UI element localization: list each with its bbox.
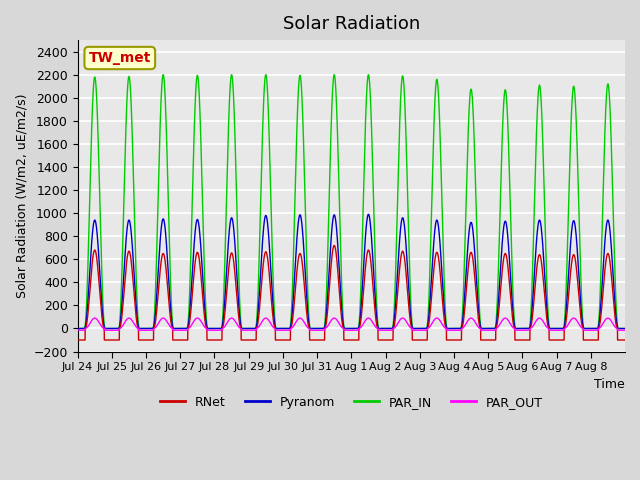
X-axis label: Time: Time: [595, 377, 625, 391]
Legend: RNet, Pyranom, PAR_IN, PAR_OUT: RNet, Pyranom, PAR_IN, PAR_OUT: [155, 391, 548, 414]
Text: TW_met: TW_met: [88, 51, 151, 65]
Title: Solar Radiation: Solar Radiation: [283, 15, 420, 33]
Y-axis label: Solar Radiation (W/m2, uE/m2/s): Solar Radiation (W/m2, uE/m2/s): [15, 94, 28, 298]
